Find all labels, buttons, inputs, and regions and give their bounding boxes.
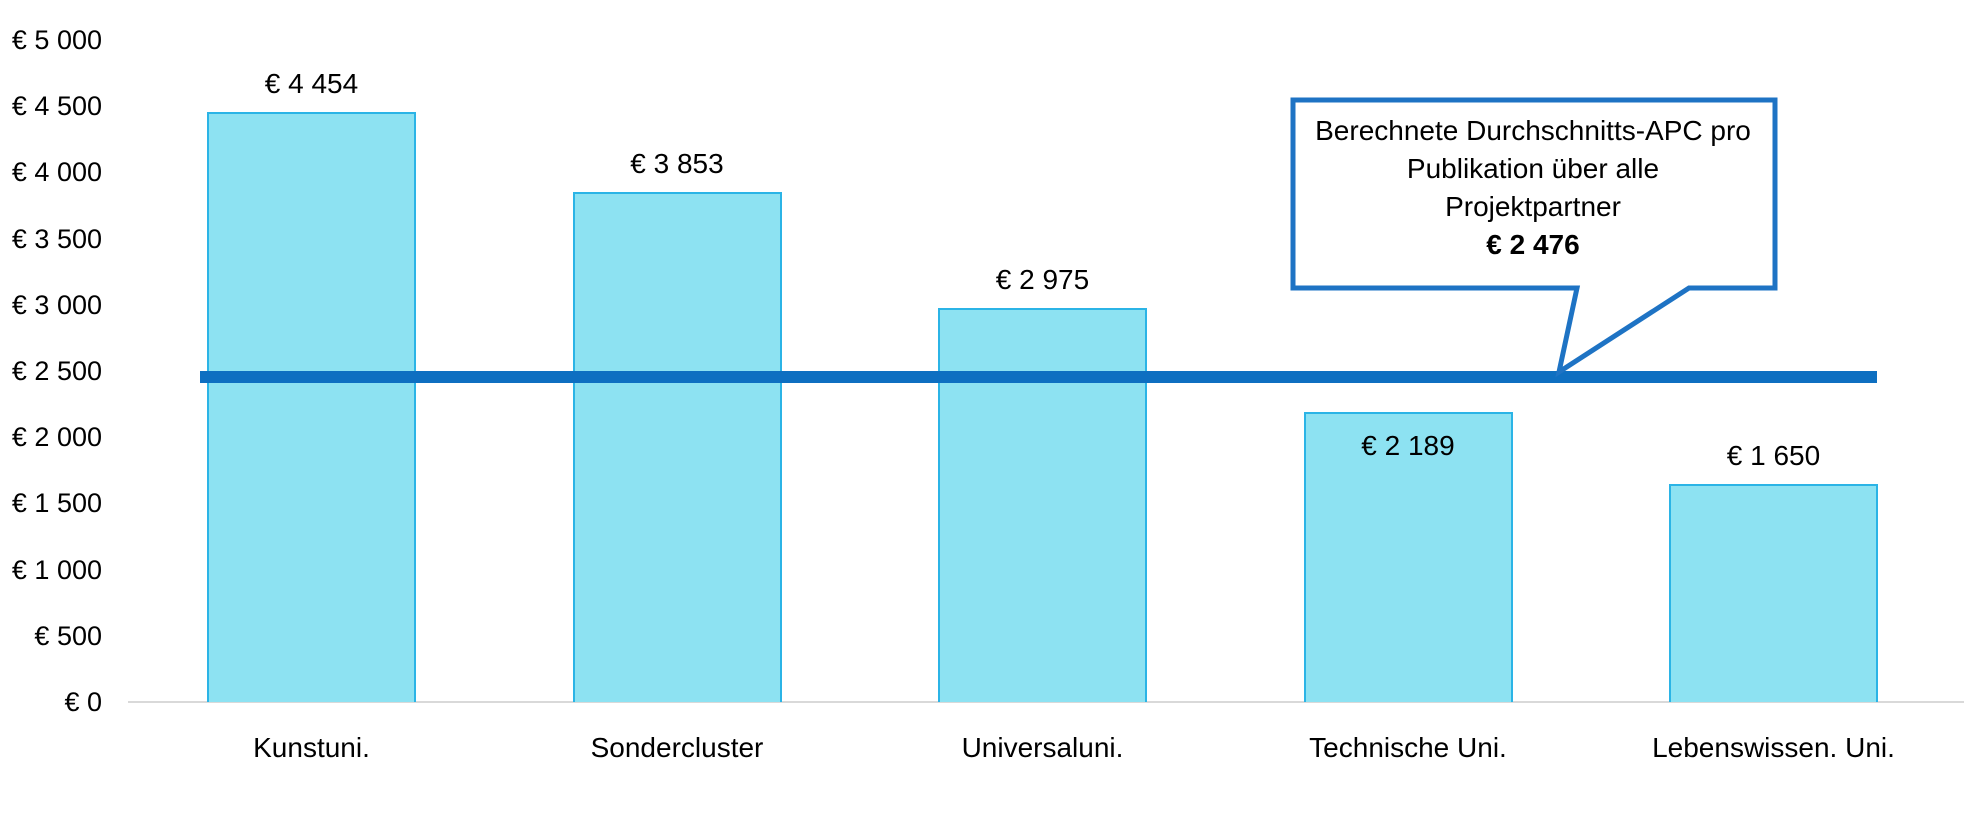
bar [938, 308, 1147, 702]
callout-line-3: Projektpartner [1445, 191, 1621, 222]
bar [1669, 483, 1878, 702]
y-tick-label: € 2 500 [11, 356, 102, 386]
bar-value-label: € 2 189 [1361, 430, 1455, 462]
category-label: Lebenswissen. Uni. [1652, 732, 1895, 763]
x-axis-line [128, 701, 1964, 703]
y-tick-label: € 1 500 [11, 488, 102, 519]
callout-text: Berechnete Durchschnitts-APC pro Publika… [1293, 112, 1773, 264]
y-tick-label: € 1 000 [11, 554, 102, 585]
category-label: Technische Uni. [1309, 732, 1507, 763]
callout-average-value: € 2 476 [1486, 229, 1580, 260]
callout-line-1: Berechnete Durchschnitts-APC pro [1315, 115, 1751, 146]
bar-value-label: € 2 975 [995, 264, 1090, 296]
category-label: Sondercluster [590, 732, 764, 763]
average-line [200, 371, 1877, 384]
y-tick-label: € 2 000 [11, 422, 102, 453]
bar [572, 191, 782, 702]
y-tick-label: € 3 500 [11, 223, 102, 254]
y-tick-label: € 3 000 [11, 289, 102, 320]
y-tick-label: € 5 000 [11, 25, 102, 55]
bar-value-label: € 4 454 [264, 68, 359, 100]
bar-value-label: € 3 853 [630, 147, 724, 179]
y-tick-label: € 4 000 [11, 157, 102, 188]
callout-line-2: Publikation über alle [1406, 153, 1660, 184]
category-label: Universaluni. [961, 732, 1124, 763]
y-tick-label: € 0 [64, 687, 102, 717]
y-tick-label: € 500 [34, 620, 102, 651]
bar [207, 112, 416, 702]
category-label: Kunstuni. [253, 732, 370, 763]
bar [1303, 412, 1513, 702]
bar-value-label: € 1 650 [1726, 439, 1821, 471]
y-tick-label: € 4 500 [11, 91, 102, 122]
